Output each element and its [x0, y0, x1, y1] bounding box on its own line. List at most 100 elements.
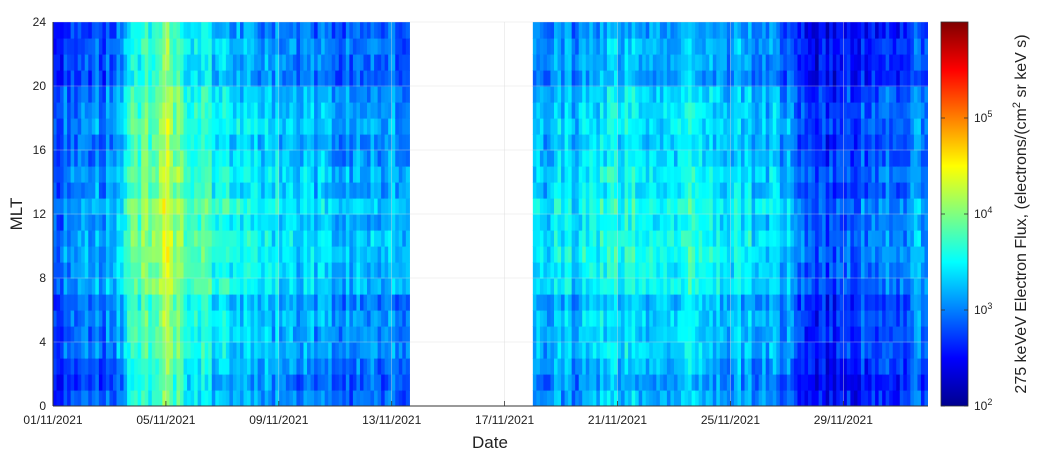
heatmap-cell [374, 342, 379, 359]
heatmap-cell [165, 70, 171, 87]
heatmap-cell [127, 150, 132, 167]
heatmap-cell [575, 150, 580, 167]
heatmap-cell [88, 102, 93, 119]
heatmap-cell [575, 182, 580, 199]
heatmap-cell [839, 246, 844, 263]
heatmap-cell [554, 22, 559, 39]
heatmap-cell [592, 70, 597, 87]
heatmap-cell [631, 54, 636, 71]
heatmap-cell [906, 230, 911, 247]
heatmap-cell [116, 86, 121, 103]
heatmap-cell [896, 86, 901, 103]
heatmap-cell [688, 230, 693, 247]
heatmap-cell [899, 326, 904, 343]
heatmap-cell [141, 246, 146, 263]
heatmap-cell [585, 102, 590, 119]
heatmap-cell [356, 326, 361, 343]
heatmap-cell [853, 390, 859, 406]
heatmap-cell [299, 38, 305, 55]
heatmap-cell [144, 54, 149, 71]
heatmap-cell [606, 182, 612, 199]
heatmap-cell [853, 294, 859, 311]
heatmap-cell [751, 214, 756, 231]
heatmap-cell [899, 102, 904, 119]
heatmap-cell [875, 358, 880, 375]
heatmap-cell [331, 182, 336, 199]
heatmap-cell [275, 54, 280, 71]
heatmap-cell [402, 22, 407, 39]
heatmap-cell [783, 102, 788, 119]
heatmap-cell [783, 214, 788, 231]
heatmap-cell [755, 70, 760, 87]
heatmap-cell [204, 230, 209, 247]
heatmap-cell [53, 358, 58, 375]
heatmap-cell [169, 374, 174, 391]
heatmap-cell [180, 342, 185, 359]
heatmap-cell [183, 310, 188, 327]
heatmap-cell [903, 326, 908, 343]
heatmap-cell [755, 166, 760, 183]
heatmap-cell [850, 134, 855, 151]
heatmap-cell [790, 38, 795, 55]
heatmap-cell [684, 70, 689, 87]
heatmap-cell [804, 342, 809, 359]
heatmap-cell [296, 166, 301, 183]
heatmap-cell [546, 262, 552, 279]
heatmap-cell [331, 70, 336, 87]
heatmap-cell [215, 22, 220, 39]
heatmap-cell [860, 310, 866, 327]
heatmap-cell [603, 374, 608, 391]
heatmap-cell [758, 358, 763, 375]
heatmap-cell [786, 38, 791, 55]
heatmap-cell [187, 214, 192, 231]
heatmap-cell [751, 294, 756, 311]
heatmap-cell [903, 166, 908, 183]
heatmap-cell [127, 390, 132, 406]
heatmap-cell [709, 326, 714, 343]
heatmap-cell [102, 22, 107, 39]
heatmap-cell [232, 374, 238, 391]
heatmap-cell [345, 358, 350, 375]
heatmap-cell [610, 326, 615, 343]
heatmap-cell [829, 38, 834, 55]
heatmap-cell [578, 118, 583, 135]
heatmap-cell [264, 214, 269, 231]
heatmap-cell [88, 166, 93, 183]
heatmap-cell [317, 214, 322, 231]
heatmap-cell [677, 358, 682, 375]
heatmap-cell [194, 150, 199, 167]
heatmap-cell [197, 166, 202, 183]
heatmap-cell [102, 310, 107, 327]
heatmap-cell [187, 374, 192, 391]
heatmap-cell [800, 198, 806, 215]
heatmap-cell [268, 102, 273, 119]
heatmap-cell [843, 22, 848, 39]
heatmap-cell [190, 182, 195, 199]
heatmap-cell [91, 182, 96, 199]
heatmap-cell [906, 262, 911, 279]
heatmap-cell [307, 246, 312, 263]
heatmap-cell [81, 182, 86, 199]
heatmap-cell [800, 182, 806, 199]
heatmap-cell [95, 150, 100, 167]
heatmap-cell [613, 230, 619, 247]
heatmap-cell [896, 22, 901, 39]
heatmap-cell [797, 22, 802, 39]
heatmap-cell [829, 374, 834, 391]
heatmap-cell [112, 22, 118, 39]
heatmap-cell [324, 246, 329, 263]
heatmap-cell [568, 230, 573, 247]
heatmap-cell [201, 230, 206, 247]
heatmap-cell [222, 70, 227, 87]
heatmap-cell [134, 86, 139, 103]
heatmap-cell [109, 182, 114, 199]
heatmap-cell [102, 198, 107, 215]
heatmap-cell [804, 118, 809, 135]
heatmap-cell [74, 214, 79, 231]
heatmap-cell [730, 310, 735, 327]
heatmap-cell [218, 326, 223, 343]
heatmap-cell [247, 134, 252, 151]
heatmap-cell [885, 54, 890, 71]
heatmap-cell [303, 358, 308, 375]
heatmap-cell [215, 278, 220, 295]
